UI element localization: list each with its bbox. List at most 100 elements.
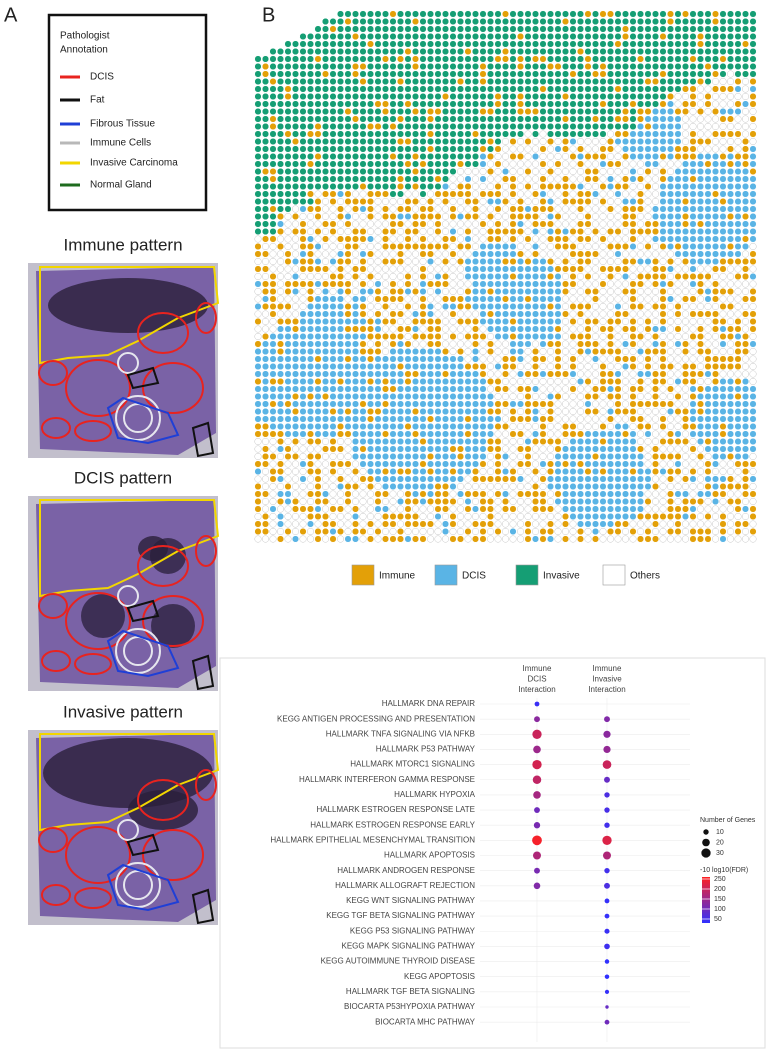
spot bbox=[532, 116, 539, 123]
spot bbox=[450, 161, 457, 168]
spot bbox=[637, 318, 644, 325]
spot bbox=[495, 393, 502, 400]
spot bbox=[255, 401, 262, 408]
spot bbox=[360, 198, 367, 205]
spot bbox=[525, 468, 532, 475]
spot bbox=[750, 243, 757, 250]
spot bbox=[735, 318, 742, 325]
spot bbox=[727, 408, 734, 415]
spot bbox=[427, 491, 434, 498]
spot bbox=[690, 116, 697, 123]
spot bbox=[532, 93, 539, 100]
spot bbox=[570, 78, 577, 85]
spot bbox=[330, 438, 337, 445]
spot bbox=[742, 483, 749, 490]
spot bbox=[562, 63, 569, 70]
spot bbox=[390, 446, 397, 453]
spot bbox=[420, 146, 427, 153]
spot bbox=[667, 78, 674, 85]
spot bbox=[667, 378, 674, 385]
spot bbox=[727, 123, 734, 130]
spot bbox=[645, 273, 652, 280]
spot bbox=[322, 513, 329, 520]
spot bbox=[577, 521, 584, 528]
spot bbox=[510, 26, 517, 33]
spot bbox=[540, 258, 547, 265]
spot bbox=[675, 33, 682, 40]
spot bbox=[262, 266, 269, 273]
spot bbox=[495, 258, 502, 265]
spot bbox=[615, 18, 622, 25]
spot bbox=[375, 153, 382, 160]
spot bbox=[697, 213, 704, 220]
spot bbox=[660, 228, 667, 235]
spot bbox=[727, 288, 734, 295]
spot bbox=[742, 183, 749, 190]
spot bbox=[682, 528, 689, 535]
spot bbox=[472, 521, 479, 528]
spot bbox=[570, 296, 577, 303]
spot bbox=[667, 176, 674, 183]
spot bbox=[375, 326, 382, 333]
spot bbox=[502, 513, 509, 520]
spot bbox=[652, 371, 659, 378]
spot bbox=[705, 86, 712, 93]
spot bbox=[720, 431, 727, 438]
spot bbox=[600, 48, 607, 55]
spot bbox=[720, 326, 727, 333]
spot bbox=[480, 371, 487, 378]
spot bbox=[600, 288, 607, 295]
spot bbox=[450, 191, 457, 198]
spot bbox=[660, 213, 667, 220]
spot bbox=[420, 18, 427, 25]
spot bbox=[720, 423, 727, 430]
spot bbox=[607, 378, 614, 385]
spot bbox=[382, 236, 389, 243]
spot bbox=[337, 123, 344, 130]
spot bbox=[645, 281, 652, 288]
spot bbox=[457, 453, 464, 460]
spot bbox=[690, 408, 697, 415]
spot bbox=[375, 161, 382, 168]
spot bbox=[322, 146, 329, 153]
spot bbox=[405, 363, 412, 370]
spot bbox=[480, 108, 487, 115]
spot bbox=[337, 341, 344, 348]
spot bbox=[345, 303, 352, 310]
spot bbox=[622, 296, 629, 303]
spot bbox=[472, 491, 479, 498]
spot bbox=[390, 123, 397, 130]
spot bbox=[412, 266, 419, 273]
spot bbox=[315, 476, 322, 483]
spot bbox=[480, 18, 487, 25]
spot bbox=[562, 506, 569, 513]
spot bbox=[420, 258, 427, 265]
spot bbox=[577, 536, 584, 543]
spot bbox=[300, 311, 307, 318]
spot bbox=[495, 56, 502, 63]
spot bbox=[457, 498, 464, 505]
spot bbox=[667, 48, 674, 55]
spot bbox=[427, 153, 434, 160]
spot bbox=[712, 356, 719, 363]
spot bbox=[630, 146, 637, 153]
spot bbox=[532, 56, 539, 63]
spot bbox=[480, 266, 487, 273]
spot bbox=[555, 311, 562, 318]
spot bbox=[397, 116, 404, 123]
spot bbox=[645, 33, 652, 40]
spot bbox=[622, 191, 629, 198]
spot bbox=[652, 393, 659, 400]
spot bbox=[367, 236, 374, 243]
spot bbox=[367, 183, 374, 190]
spot bbox=[367, 498, 374, 505]
spot bbox=[532, 288, 539, 295]
spot bbox=[345, 258, 352, 265]
spot bbox=[450, 363, 457, 370]
spot bbox=[390, 506, 397, 513]
spot bbox=[330, 221, 337, 228]
spot bbox=[435, 41, 442, 48]
spot bbox=[555, 446, 562, 453]
spot bbox=[435, 536, 442, 543]
spot bbox=[525, 138, 532, 145]
